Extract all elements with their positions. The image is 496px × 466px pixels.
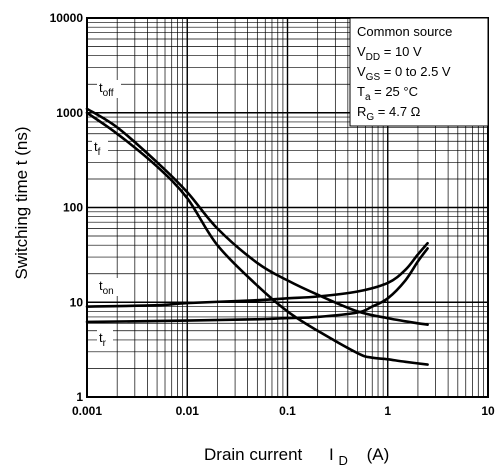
plot-frame — [86, 17, 489, 398]
y-axis-title: Switching time t (ns) — [12, 126, 31, 279]
curve-label-ton: ton — [99, 278, 114, 297]
condition-line: VGS = 0 to 2.5 V — [357, 64, 451, 83]
plot-curves — [85, 107, 429, 366]
x-axis-title: Drain current I D (A) — [204, 445, 389, 466]
plot-grid — [86, 18, 488, 398]
series-line-toff — [85, 107, 429, 326]
x-tick-label: 0.001 — [72, 404, 102, 418]
x-axis-symbol-sub: D — [338, 453, 347, 466]
y-tick-label: 1 — [76, 390, 83, 404]
curve-label-bg — [92, 139, 108, 157]
curve-label-tf: tf — [94, 139, 101, 158]
curve-label-bg — [97, 330, 113, 348]
curve-label-toff: toff — [99, 80, 114, 99]
y-tick-label: 10000 — [50, 11, 84, 25]
condition-line: Ta = 25 °C — [357, 84, 418, 103]
series-line-tr — [85, 247, 429, 324]
x-axis-symbol: I — [329, 445, 334, 464]
y-tick-label: 1000 — [56, 106, 83, 120]
x-tick-label: 10 — [481, 404, 495, 418]
x-tick-label: 0.1 — [279, 404, 296, 418]
x-tick-label: 0.01 — [176, 404, 200, 418]
curve-label-bg — [97, 80, 121, 98]
condition-line: Common source — [357, 24, 452, 39]
y-tick-label: 100 — [63, 201, 83, 215]
x-axis-unit: (A) — [367, 445, 390, 464]
y-tick-labels: 1 10 100 1000 10000 — [50, 11, 84, 404]
x-tick-label: 1 — [384, 404, 391, 418]
x-tick-labels: 0.001 0.01 0.1 1 10 — [72, 404, 495, 418]
condition-line: RG = 4.7 Ω — [357, 104, 421, 123]
y-tick-label: 10 — [70, 295, 84, 309]
curve-label-tr: tr — [99, 330, 107, 349]
curve-labels: toff tf ton tr — [92, 80, 121, 349]
curve-label-bg — [97, 278, 121, 296]
condition-line: VDD = 10 V — [357, 44, 422, 63]
x-axis-title-text: Drain current — [204, 445, 303, 464]
series-line-tf — [85, 111, 429, 366]
series-line-ton — [85, 241, 429, 308]
